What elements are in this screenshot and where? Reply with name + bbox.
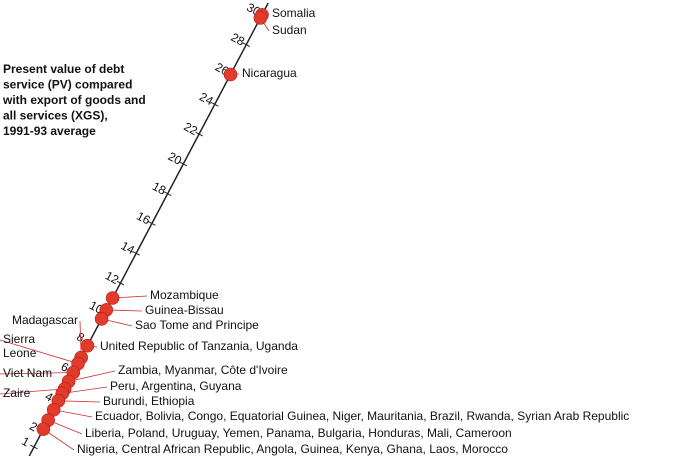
- point-label: Liberia, Poland, Uruguay, Yemen, Panama,…: [85, 426, 512, 440]
- tick-label: 12: [103, 268, 122, 287]
- leader-line: [62, 386, 108, 394]
- point-label: United Republic of Tanzania, Uganda: [100, 339, 298, 353]
- point-label: Viet Nam: [3, 366, 52, 380]
- chart-title: service (PV) compared: [3, 78, 132, 92]
- point-label: Burundi, Ethiopia: [103, 394, 195, 408]
- tick-label: 20: [166, 149, 185, 168]
- tick-mark: [148, 221, 156, 226]
- dot: [80, 338, 95, 353]
- point-label: Ecuador, Bolivia, Congo, Equatorial Guin…: [95, 409, 629, 423]
- tick-label: 18: [150, 179, 169, 198]
- point-label: Zaire: [3, 386, 31, 400]
- tick-label: 16: [134, 209, 153, 228]
- tick-label: 28: [229, 30, 248, 49]
- leader-line: [0, 388, 65, 395]
- tick-label: 24: [197, 90, 216, 109]
- point-label: Sao Tome and Principe: [135, 318, 259, 332]
- leader-line: [0, 339, 79, 364]
- dot: [223, 67, 238, 82]
- tick-label: 22: [181, 119, 200, 138]
- leader-line: [0, 372, 74, 375]
- chart-title: with export of goods and: [2, 93, 146, 107]
- dot: [36, 422, 51, 436]
- tick-mark: [242, 42, 250, 48]
- dot: [105, 291, 120, 305]
- point-label: Nicaragua: [242, 66, 297, 80]
- point-label: Guinea-Bissau: [145, 303, 224, 317]
- point-label: Peru, Argentina, Guyana: [110, 379, 242, 393]
- tick-mark: [116, 280, 125, 286]
- leader-line: [58, 400, 101, 403]
- point-label: Sierra: [3, 332, 35, 346]
- point-label: Zambia, Myanmar, Côte d'Ivoire: [118, 363, 288, 377]
- tick-label: 1: [19, 434, 32, 450]
- point-label: Leone: [3, 346, 37, 360]
- tick-mark: [211, 101, 219, 107]
- tick-mark: [195, 131, 203, 137]
- dot: [253, 11, 268, 25]
- tick-mark: [132, 250, 140, 256]
- point-label: Nigeria, Central African Republic, Angol…: [77, 442, 508, 456]
- leader-line: [68, 370, 116, 382]
- point-label: Sudan: [272, 23, 307, 37]
- tick-label: 14: [119, 239, 138, 258]
- point-label: Somalia: [272, 6, 316, 20]
- chart-title: 1991-93 average: [3, 124, 96, 138]
- point-label: Madagascar: [12, 313, 78, 327]
- dot: [94, 312, 109, 326]
- chart-title: all services (XGS),: [3, 109, 108, 123]
- point-label: Mozambique: [150, 288, 219, 302]
- tick-mark: [179, 161, 188, 167]
- tick-mark: [163, 191, 172, 197]
- chart-title: Present value of debt: [3, 62, 124, 76]
- tick-mark: [30, 444, 38, 450]
